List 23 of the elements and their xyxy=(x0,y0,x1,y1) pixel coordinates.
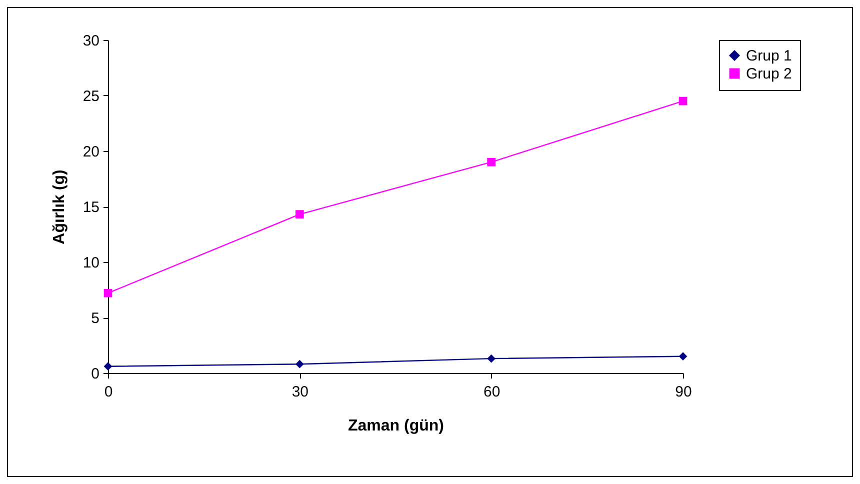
x-axis-title: Zaman (gün) xyxy=(348,418,444,434)
point xyxy=(104,362,112,371)
x-tick-label: 30 xyxy=(292,384,309,400)
point xyxy=(104,288,112,298)
point xyxy=(678,96,688,106)
y-tick-label: 20 xyxy=(82,144,100,160)
x-tick-label: 60 xyxy=(483,384,500,400)
point xyxy=(295,210,304,218)
y-tick-label: 0 xyxy=(91,366,100,382)
legend-label: Grup 2 xyxy=(746,66,792,82)
y-tick-label: 15 xyxy=(82,199,100,216)
x-tick-label: 90 xyxy=(675,384,692,400)
point xyxy=(487,354,496,363)
point xyxy=(678,352,688,361)
x-tick-label: 0 xyxy=(104,384,113,400)
y-tick-label: 25 xyxy=(82,88,100,105)
y-tick-label: 30 xyxy=(82,32,100,50)
legend-label: Grup 1 xyxy=(746,48,792,64)
point xyxy=(295,360,304,368)
y-tick-label: 10 xyxy=(82,254,100,272)
point xyxy=(487,158,496,166)
y-axis-title: Ağırlık (g) xyxy=(50,170,68,244)
y-tick-label: 5 xyxy=(91,310,100,327)
